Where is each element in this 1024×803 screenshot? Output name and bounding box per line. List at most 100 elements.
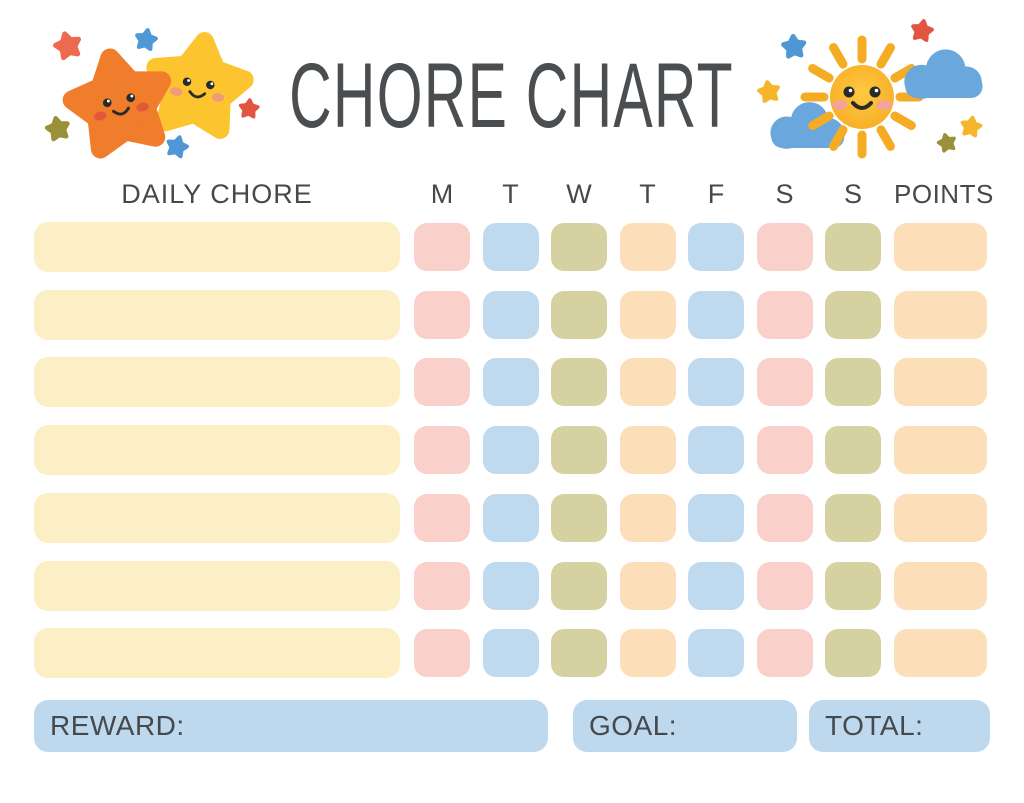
orange-star-icon bbox=[65, 49, 172, 153]
day-cell[interactable] bbox=[688, 426, 744, 475]
page-title: CHORE CHART bbox=[289, 45, 735, 147]
page-title-wrap: CHORE CHART bbox=[0, 50, 1024, 142]
yellow-star-icon bbox=[148, 35, 248, 132]
day-cell[interactable] bbox=[482, 493, 539, 542]
chore-input[interactable] bbox=[34, 289, 400, 340]
day-cell[interactable] bbox=[825, 629, 881, 678]
mini-star-icon bbox=[958, 114, 984, 139]
day-cell[interactable] bbox=[688, 223, 744, 271]
day-cell[interactable] bbox=[551, 223, 607, 271]
sun-clouds-decoration bbox=[748, 12, 984, 159]
total-label: TOTAL: bbox=[825, 710, 924, 741]
chore-input[interactable] bbox=[34, 357, 400, 408]
day-cell[interactable] bbox=[551, 358, 607, 407]
points-cell[interactable] bbox=[894, 629, 987, 678]
day-cell[interactable] bbox=[482, 358, 539, 407]
day-cell[interactable] bbox=[619, 629, 676, 678]
day-header: S bbox=[843, 179, 862, 209]
points-cell[interactable] bbox=[894, 358, 987, 407]
table-row bbox=[0, 357, 1024, 409]
day-cell[interactable] bbox=[482, 629, 539, 678]
day-cell[interactable] bbox=[482, 426, 539, 475]
day-header: T bbox=[639, 179, 656, 209]
day-cell[interactable] bbox=[414, 426, 470, 475]
table-row bbox=[0, 222, 1024, 274]
points-cell[interactable] bbox=[894, 561, 987, 610]
table-row bbox=[0, 560, 1024, 613]
day-cell[interactable] bbox=[619, 426, 676, 475]
goal-field[interactable]: GOAL: bbox=[573, 700, 797, 752]
day-cell[interactable] bbox=[756, 561, 813, 610]
day-cell[interactable] bbox=[414, 629, 470, 678]
day-cell[interactable] bbox=[619, 223, 676, 271]
day-cell[interactable] bbox=[825, 223, 881, 271]
day-cell[interactable] bbox=[551, 290, 607, 339]
points-cell[interactable] bbox=[894, 426, 987, 475]
points-header: POINTS bbox=[894, 179, 994, 209]
day-cell[interactable] bbox=[414, 290, 470, 339]
mini-star-icon bbox=[911, 20, 933, 41]
day-cell[interactable] bbox=[825, 493, 881, 542]
day-cell[interactable] bbox=[825, 426, 881, 475]
mini-star-icon bbox=[935, 130, 959, 154]
chore-input[interactable] bbox=[34, 222, 400, 272]
day-header: M bbox=[430, 179, 454, 209]
day-cell[interactable] bbox=[756, 290, 813, 339]
table-row bbox=[0, 425, 1024, 477]
day-cell[interactable] bbox=[756, 629, 813, 678]
day-cell[interactable] bbox=[619, 561, 676, 610]
day-header: F bbox=[707, 179, 725, 209]
day-cell[interactable] bbox=[414, 358, 470, 407]
day-cell[interactable] bbox=[482, 561, 539, 610]
daily-chore-header: DAILY CHORE bbox=[121, 179, 313, 209]
chore-input[interactable] bbox=[34, 560, 400, 611]
goal-label: GOAL: bbox=[589, 710, 678, 741]
stars-decoration bbox=[28, 12, 261, 176]
total-field[interactable]: TOTAL: bbox=[809, 700, 990, 752]
mini-star-icon bbox=[758, 81, 780, 102]
day-cell[interactable] bbox=[756, 358, 813, 407]
day-cell[interactable] bbox=[688, 493, 744, 542]
reward-label: REWARD: bbox=[50, 710, 185, 741]
points-cell[interactable] bbox=[894, 493, 987, 542]
chore-input[interactable] bbox=[34, 492, 400, 543]
day-cell[interactable] bbox=[619, 493, 676, 542]
day-cell[interactable] bbox=[756, 426, 813, 475]
table-row bbox=[0, 289, 1024, 342]
cloud-icon bbox=[904, 49, 983, 99]
day-header: S bbox=[775, 179, 794, 209]
mini-star-icon bbox=[783, 35, 806, 57]
day-cell[interactable] bbox=[756, 223, 813, 271]
day-cell[interactable] bbox=[551, 561, 607, 610]
day-cell[interactable] bbox=[482, 290, 539, 339]
day-cell[interactable] bbox=[619, 290, 676, 339]
mini-star-icon bbox=[135, 29, 157, 50]
day-cell[interactable] bbox=[688, 561, 744, 610]
chore-input[interactable] bbox=[34, 425, 400, 476]
chore-input[interactable] bbox=[34, 628, 400, 679]
points-cell[interactable] bbox=[894, 223, 987, 271]
day-cell[interactable] bbox=[825, 358, 881, 407]
day-cell[interactable] bbox=[551, 493, 607, 542]
day-cell[interactable] bbox=[825, 561, 881, 610]
day-cell[interactable] bbox=[688, 358, 744, 407]
day-cell[interactable] bbox=[414, 561, 470, 610]
day-cell[interactable] bbox=[551, 629, 607, 678]
day-cell[interactable] bbox=[688, 629, 744, 678]
day-cell[interactable] bbox=[619, 358, 676, 407]
day-cell[interactable] bbox=[825, 290, 881, 339]
day-cell[interactable] bbox=[551, 426, 607, 475]
day-header: T bbox=[502, 179, 519, 209]
table-row bbox=[0, 492, 1024, 545]
day-cell[interactable] bbox=[414, 223, 470, 271]
table-row bbox=[0, 628, 1024, 680]
day-cell[interactable] bbox=[688, 290, 744, 339]
reward-field[interactable]: REWARD: bbox=[34, 700, 548, 752]
day-cell[interactable] bbox=[482, 223, 539, 271]
day-header: W bbox=[566, 179, 592, 209]
day-cell[interactable] bbox=[414, 493, 470, 542]
day-cell[interactable] bbox=[756, 493, 813, 542]
points-cell[interactable] bbox=[894, 290, 987, 339]
